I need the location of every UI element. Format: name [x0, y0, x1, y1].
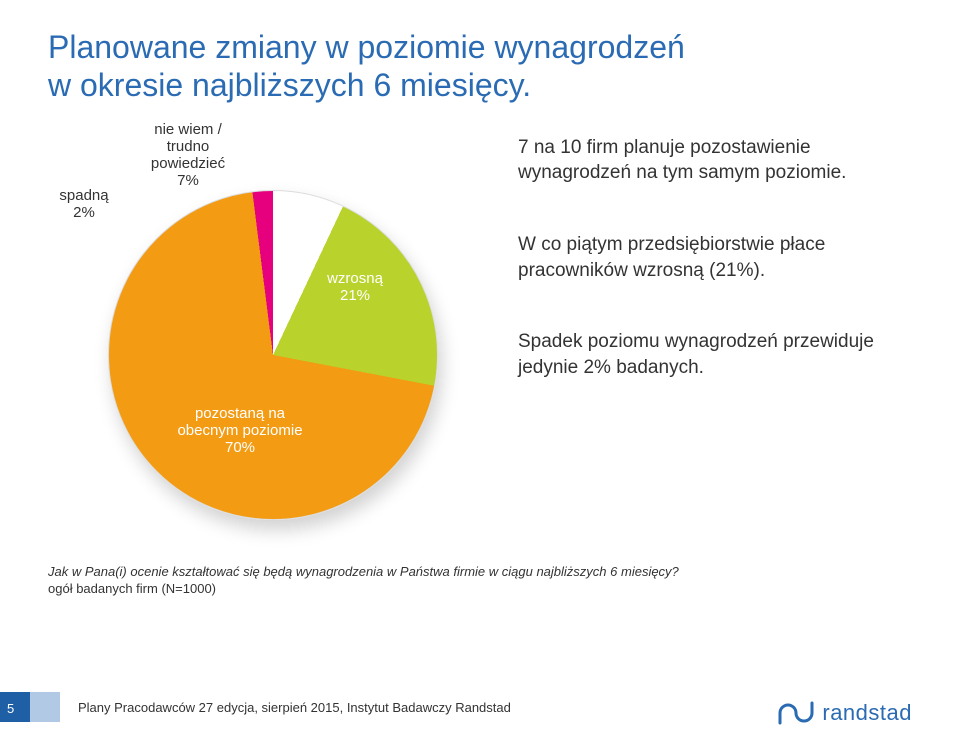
commentary-p2: W co piątym przedsiębiorstwie płace prac…	[518, 232, 878, 283]
pie-label-wzrosna: wzrosną 21%	[295, 270, 415, 304]
pie-label-wzrosna-pct: 21%	[340, 287, 370, 304]
footer-square-1	[0, 692, 30, 722]
pie-label-spadna: spadną 2%	[44, 187, 124, 221]
footer-square-2	[30, 692, 60, 722]
pie-label-niewiem: nie wiem / trudno powiedzieć 7%	[128, 121, 248, 189]
pie-label-spadna-text: spadną	[59, 187, 108, 204]
pie-label-niewiem-pct: 7%	[177, 172, 199, 189]
pie-label-niewiem-l1: nie wiem /	[154, 121, 222, 138]
pie-label-spadna-pct: 2%	[73, 204, 95, 221]
footer-text: Plany Pracodawców 27 edycja, sierpień 20…	[78, 700, 511, 715]
pie-canvas	[108, 190, 438, 520]
pie-label-wzrosna-text: wzrosną	[327, 270, 383, 287]
pie-label-pozostana-l2: obecnym poziomie	[177, 422, 302, 439]
commentary-column: 7 na 10 firm planuje pozostawienie wynag…	[478, 135, 912, 535]
pie-label-niewiem-l2: trudno	[167, 138, 210, 155]
pie-label-pozostana: pozostaną na obecnym poziomie 70%	[150, 405, 330, 456]
content-row: spadną 2% nie wiem / trudno powiedzieć 7…	[48, 135, 912, 535]
title-line1: Planowane zmiany w poziomie wynagrodzeń	[48, 29, 685, 65]
page-title: Planowane zmiany w poziomie wynagrodzeń …	[48, 28, 912, 105]
page-number: 5	[7, 701, 14, 716]
pie-label-pozostana-l1: pozostaną na	[195, 405, 285, 422]
footnote-line2: ogół badanych firm (N=1000)	[48, 581, 216, 596]
title-line2: w okresie najbliższych 6 miesięcy.	[48, 67, 531, 103]
pie-chart: spadną 2% nie wiem / trudno powiedzieć 7…	[48, 135, 478, 535]
pie-label-pozostana-pct: 70%	[225, 439, 255, 456]
footnote-line1: Jak w Pana(i) ocenie kształtować się będ…	[48, 564, 679, 579]
logo-icon	[778, 701, 814, 725]
commentary-p1: 7 na 10 firm planuje pozostawienie wynag…	[518, 135, 878, 186]
footnote: Jak w Pana(i) ocenie kształtować się będ…	[48, 563, 912, 598]
logo: randstad	[778, 700, 912, 726]
pie-label-niewiem-l3: powiedzieć	[151, 155, 225, 172]
logo-text: randstad	[822, 700, 912, 726]
commentary-p3: Spadek poziomu wynagrodzeń przewiduje je…	[518, 329, 878, 380]
